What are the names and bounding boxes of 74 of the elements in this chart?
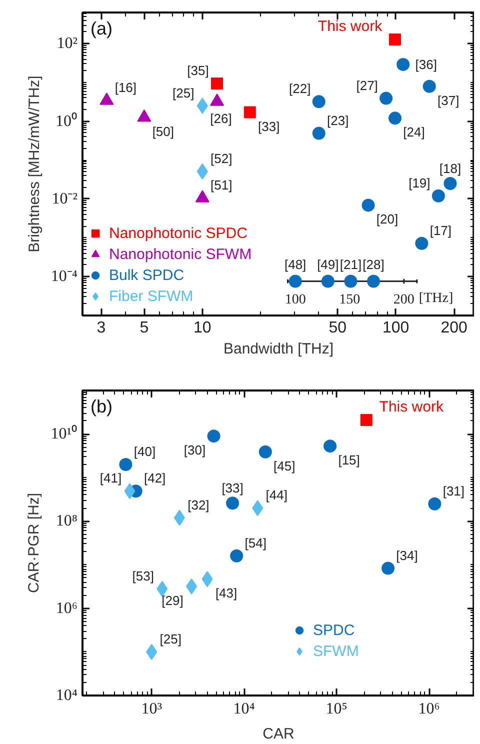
- y-tick-label: 10⁰: [56, 112, 78, 130]
- annotation: [16]: [114, 80, 137, 96]
- annotation: [33]: [222, 480, 244, 496]
- y-tick-label: 10¹⁰: [50, 424, 78, 443]
- y-tick-label: 10⁸: [56, 512, 78, 530]
- x-tick-label: 10: [194, 320, 212, 336]
- annotation: [48]: [284, 256, 306, 272]
- annotation: [35]: [187, 62, 209, 78]
- annotation: [51]: [210, 178, 232, 193]
- annotation: [27]: [356, 78, 378, 93]
- x2-tick-label: 150: [339, 292, 360, 308]
- x-tick-label: 10⁵: [326, 700, 348, 718]
- annotation: [29]: [162, 592, 184, 608]
- x-tick-label: 5: [140, 320, 149, 336]
- x-tick-label: 200: [440, 320, 468, 336]
- annotation: [25]: [160, 631, 182, 646]
- legend-label: Nanophotonic SPDC: [109, 224, 248, 242]
- y-tick-label: 10²: [56, 35, 78, 52]
- annotation: [20]: [376, 212, 398, 227]
- annotation: [53]: [132, 568, 154, 584]
- annotation: [30]: [184, 442, 206, 458]
- annotation: [28]: [362, 256, 384, 272]
- annotation: [23]: [327, 112, 349, 128]
- legend-label: Fiber SFWM: [109, 287, 194, 305]
- x2-tick-label: 100: [284, 292, 306, 308]
- annotation: [40]: [134, 444, 156, 460]
- x2-axis-title: [THz]: [418, 290, 454, 306]
- annotation: [50]: [152, 124, 174, 139]
- x-tick-label: 3: [96, 320, 106, 336]
- legend-label: Bulk SPDC: [109, 266, 184, 284]
- legend-label: SFWM: [313, 642, 359, 660]
- annotation: [19]: [408, 175, 430, 190]
- annotation: This work: [318, 18, 383, 36]
- y-tick-label: 10⁶: [56, 600, 78, 617]
- y-axis-title: Brightness [MHz/mW/THz]: [26, 76, 43, 252]
- y-tick-label: 10⁻⁴: [50, 268, 78, 286]
- legend-label: SPDC: [313, 621, 355, 639]
- legend-label: Nanophotonic SFWM: [109, 245, 252, 263]
- annotation: [43]: [215, 586, 238, 601]
- chart-title: (b): [90, 396, 112, 416]
- annotation: [32]: [188, 497, 210, 512]
- annotation: [44]: [266, 488, 288, 503]
- annotation: [52]: [210, 150, 232, 166]
- annotation: [26]: [210, 111, 232, 126]
- annotation: [34]: [396, 548, 418, 563]
- x2-tick-label: 200: [393, 292, 414, 308]
- annotation: [31]: [442, 483, 465, 498]
- x-tick-label: 50: [328, 320, 347, 336]
- y-tick-label: 10⁻²: [52, 190, 78, 208]
- annotation: [33]: [258, 118, 280, 134]
- annotation: [37]: [438, 92, 460, 108]
- annotation: [36]: [415, 56, 437, 72]
- annotation: [54]: [244, 535, 266, 550]
- annotation: [42]: [144, 470, 166, 486]
- y-tick-label: 10⁴: [56, 687, 78, 704]
- x-tick-label: 100: [382, 320, 410, 336]
- annotation: [41]: [100, 470, 122, 486]
- x-tick-label: 10⁶: [418, 700, 440, 718]
- annotation: [21]: [340, 256, 362, 272]
- y-axis-title: CAR·PGR [Hz]: [26, 492, 43, 593]
- annotation: [17]: [430, 222, 452, 238]
- annotation: [18]: [439, 160, 462, 176]
- annotation: This work: [379, 398, 444, 416]
- annotation: [24]: [403, 124, 425, 140]
- x-tick-label: 10³: [141, 700, 162, 718]
- x-tick-label: 10⁴: [233, 700, 256, 718]
- chart-title: (a): [90, 18, 112, 38]
- annotation: [49]: [317, 256, 339, 272]
- x-axis-title: CAR: [262, 726, 294, 742]
- annotation: [22]: [289, 81, 311, 96]
- x-axis-title: Bandwidth [THz]: [223, 340, 334, 358]
- annotation: [25]: [172, 85, 194, 100]
- annotation: [45]: [274, 458, 296, 474]
- annotation: [15]: [338, 452, 360, 468]
